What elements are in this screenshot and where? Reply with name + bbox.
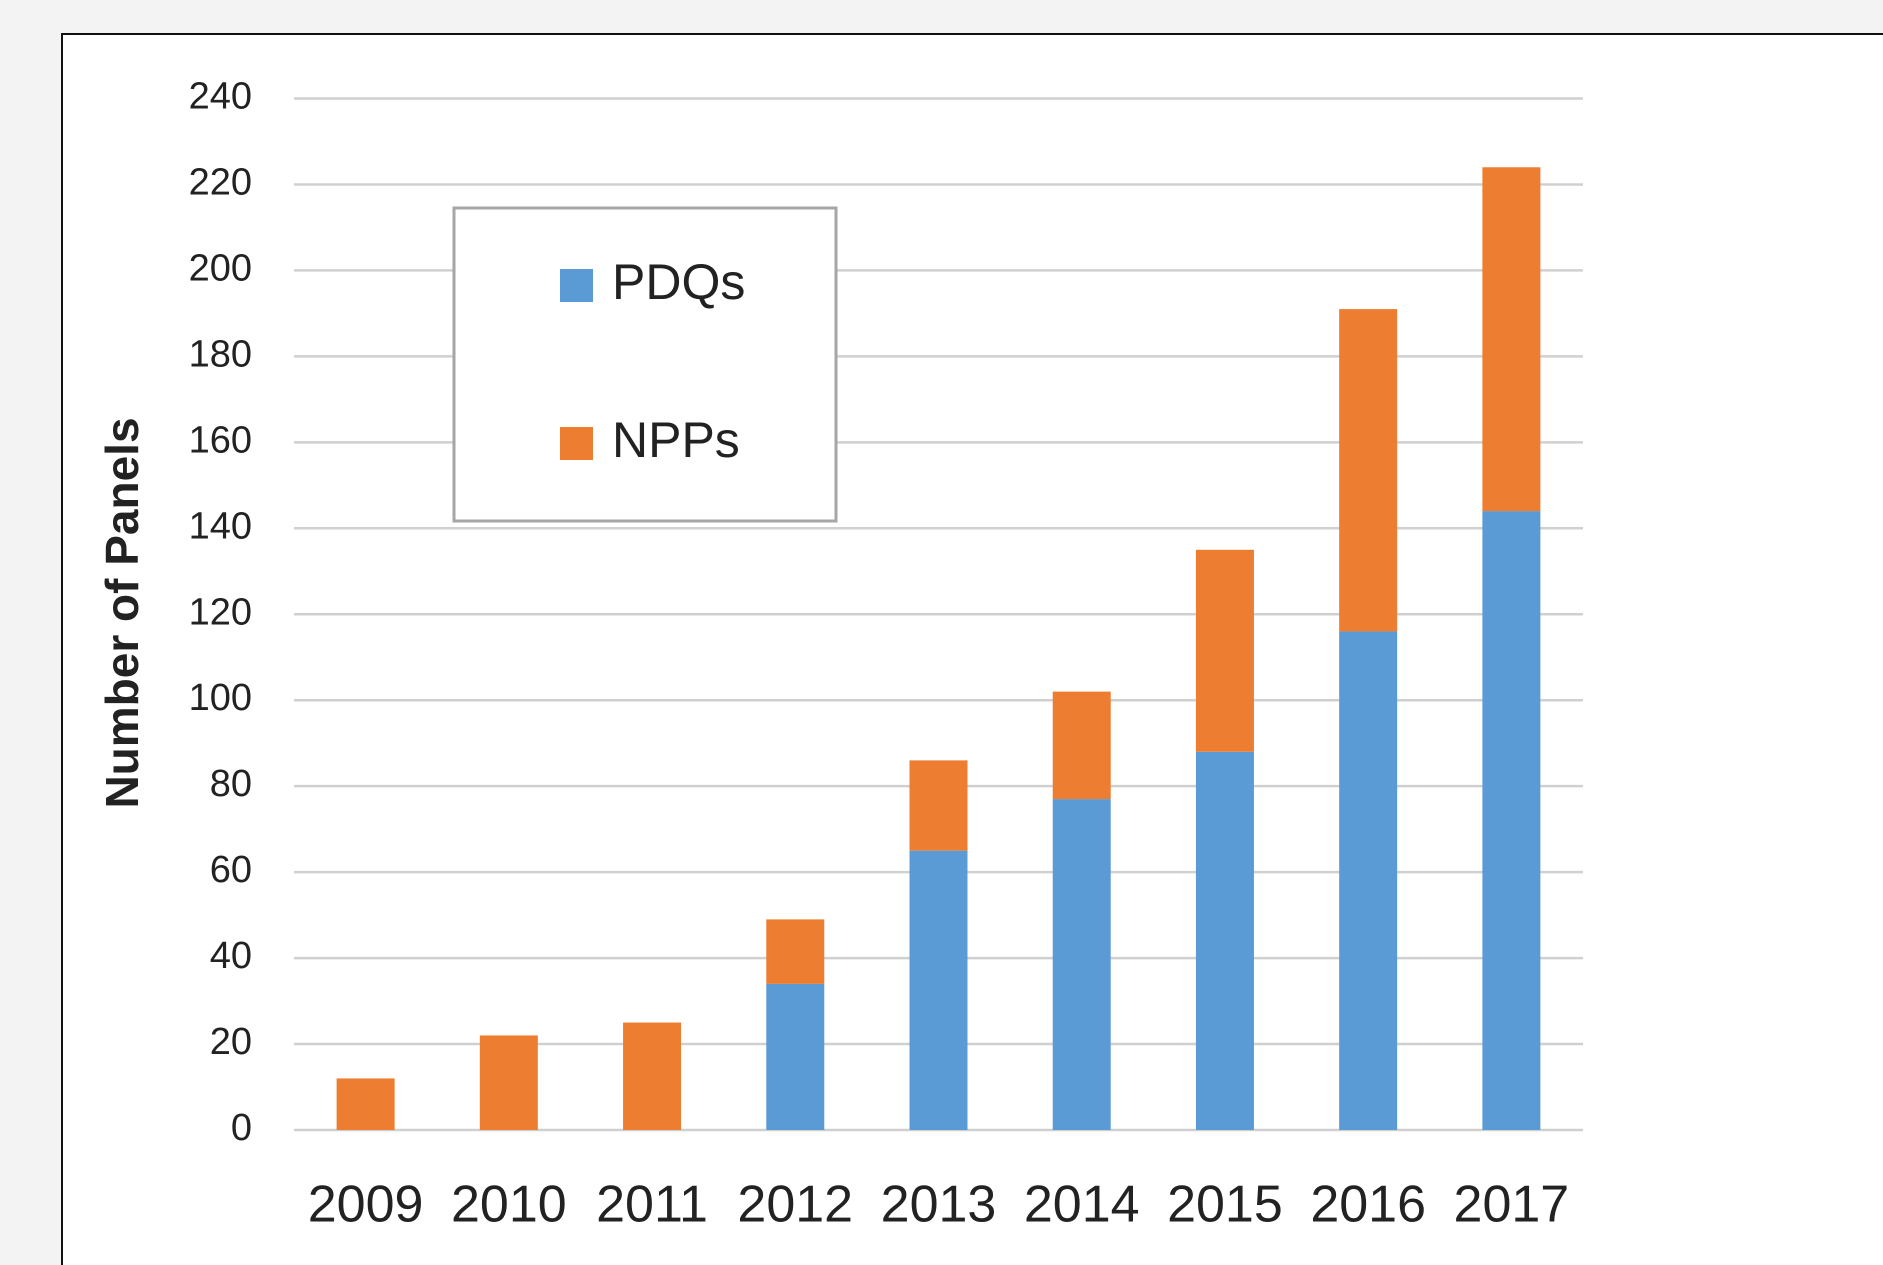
- y-tick-label: 60: [210, 849, 252, 891]
- legend-box: [452, 206, 838, 523]
- x-tick-label: 2010: [451, 1176, 567, 1234]
- y-tick-label: 100: [189, 677, 252, 719]
- y-tick-label: 80: [210, 763, 252, 805]
- x-tick-label: 2012: [737, 1176, 853, 1234]
- bar-segment: [1482, 167, 1541, 512]
- y-tick-label: 120: [189, 591, 252, 633]
- bar-segment: [1195, 549, 1254, 752]
- y-axis-title: Number of Panels: [96, 417, 148, 808]
- legend-swatch: [560, 269, 593, 302]
- bar-segment: [1195, 751, 1254, 1130]
- bar-segment: [623, 1022, 682, 1130]
- bar-segment: [766, 983, 825, 1130]
- bar-segment: [766, 919, 825, 984]
- legend-label: NPPs: [612, 412, 740, 468]
- y-tick-label: 0: [231, 1107, 252, 1149]
- x-tick-label: 2011: [596, 1176, 708, 1234]
- y-tick-label: 180: [189, 333, 252, 375]
- y-tick-label: 140: [189, 505, 252, 547]
- x-tick-label: 2014: [1024, 1176, 1140, 1234]
- bar-segment: [1052, 691, 1111, 800]
- bar-segment: [336, 1078, 395, 1130]
- bar-segment: [479, 1035, 538, 1130]
- bar-segment: [1339, 309, 1398, 632]
- x-tick-label: 2015: [1167, 1176, 1283, 1234]
- legend-label: PDQs: [612, 254, 745, 310]
- y-tick-label: 200: [189, 247, 252, 289]
- y-tick-label: 240: [189, 76, 252, 118]
- legend-swatch: [560, 427, 593, 460]
- y-tick-label: 160: [189, 419, 252, 461]
- bar-segment: [1052, 799, 1111, 1130]
- chart-frame: [61, 33, 1883, 1265]
- x-tick-label: 2016: [1310, 1176, 1426, 1234]
- y-tick-label: 20: [210, 1021, 252, 1063]
- bar-segment: [909, 850, 968, 1130]
- y-tick-label: 40: [210, 935, 252, 977]
- x-tick-label: 2009: [308, 1176, 424, 1234]
- bar-segment: [909, 760, 968, 851]
- y-tick-label: 220: [189, 161, 252, 203]
- bar-segment: [1339, 631, 1398, 1130]
- bar-segment: [1482, 511, 1541, 1131]
- x-tick-label: 2017: [1454, 1176, 1570, 1234]
- x-tick-label: 2013: [881, 1176, 997, 1234]
